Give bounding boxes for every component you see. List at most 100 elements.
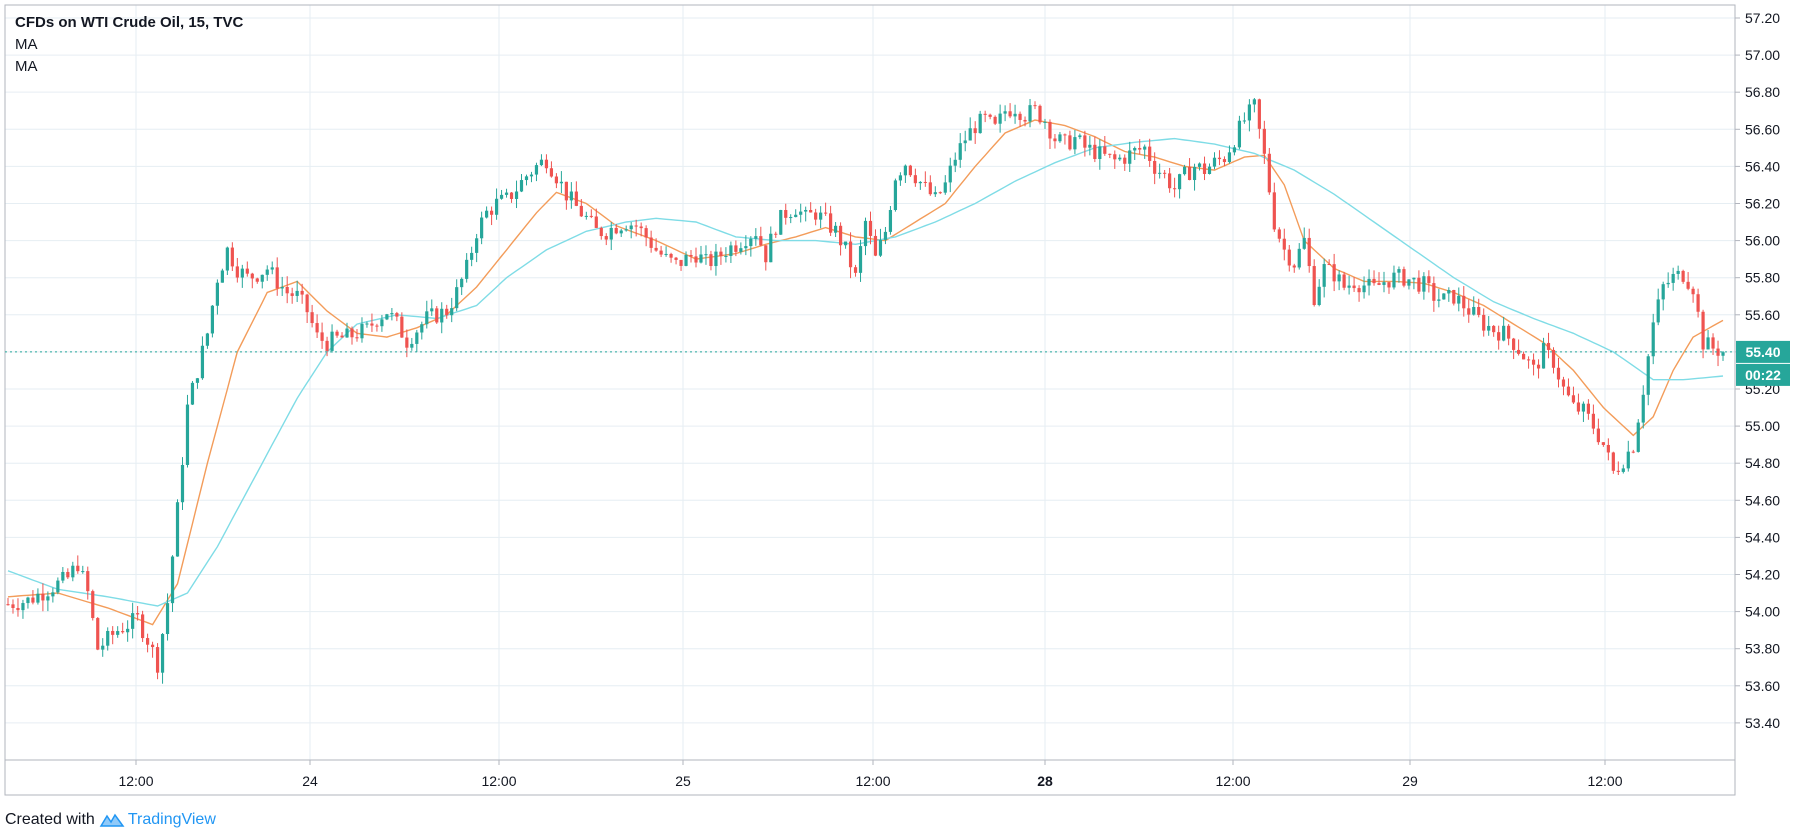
x-tick-label: 29 bbox=[1402, 773, 1418, 789]
candle-body bbox=[1187, 166, 1192, 181]
candle-body bbox=[1432, 283, 1436, 301]
candle-body bbox=[1347, 285, 1351, 288]
candle-body bbox=[1272, 192, 1276, 230]
candle-body bbox=[829, 213, 833, 233]
candle-body bbox=[1003, 111, 1007, 114]
candle-body bbox=[1287, 249, 1291, 266]
indicator-ma-slow-label[interactable]: MA bbox=[15, 58, 38, 75]
candle-body bbox=[1502, 325, 1506, 341]
created-with-label: Created with bbox=[5, 811, 95, 828]
x-tick-label: 28 bbox=[1037, 773, 1053, 789]
candle-body bbox=[255, 278, 259, 282]
candle-body bbox=[1691, 288, 1695, 295]
candle-body bbox=[554, 176, 559, 184]
candle-body bbox=[1362, 285, 1366, 293]
candle-body bbox=[1342, 274, 1346, 288]
candle-body bbox=[789, 217, 793, 219]
price-badges: 55.40 00:22 bbox=[5, 340, 1790, 386]
candle-body bbox=[599, 227, 603, 237]
indicator-ma-fast-label[interactable]: MA bbox=[15, 36, 38, 53]
candle-body bbox=[624, 229, 628, 231]
candle-body bbox=[893, 180, 898, 211]
candle-body bbox=[858, 246, 863, 273]
x-axis[interactable]: 12:00 24 12:00 25 12:00 28 12:00 29 12:00 bbox=[118, 760, 1623, 789]
candle-body bbox=[729, 245, 733, 256]
candle-body bbox=[320, 332, 324, 341]
candle-body bbox=[1103, 146, 1107, 154]
candle-body bbox=[784, 210, 788, 218]
candle-body bbox=[1237, 120, 1242, 148]
candle-body bbox=[1053, 138, 1057, 142]
candle-body bbox=[325, 340, 329, 351]
candle-body bbox=[410, 343, 414, 348]
candle-body bbox=[26, 597, 30, 604]
candle-body bbox=[709, 254, 713, 267]
candle-body bbox=[853, 267, 858, 273]
candle-body bbox=[21, 603, 25, 611]
candle-body bbox=[1711, 337, 1715, 349]
candle-body bbox=[86, 571, 90, 592]
candle-body bbox=[1616, 470, 1620, 472]
candle-body bbox=[1337, 274, 1341, 282]
y-tick-label: 55.80 bbox=[1745, 270, 1780, 286]
candle-body bbox=[1063, 134, 1067, 136]
candle-body bbox=[1023, 119, 1027, 122]
candle-body bbox=[360, 323, 364, 339]
y-tick-label: 56.80 bbox=[1745, 84, 1780, 100]
candle-body bbox=[489, 210, 494, 215]
footer-credit: Created with TradingView bbox=[5, 811, 216, 829]
candle-body bbox=[1008, 111, 1012, 117]
y-tick-label: 53.40 bbox=[1745, 715, 1780, 731]
candle-body bbox=[280, 286, 284, 289]
candle-body bbox=[185, 404, 190, 465]
candle-body bbox=[744, 246, 748, 249]
candle-body bbox=[1546, 342, 1551, 350]
candle-body bbox=[11, 604, 15, 608]
candle-body bbox=[440, 308, 444, 323]
tradingview-link[interactable]: TradingView bbox=[99, 811, 216, 829]
candle-body bbox=[1088, 144, 1092, 148]
candle-body bbox=[1492, 325, 1496, 333]
candle-body bbox=[1566, 386, 1571, 396]
candle-body bbox=[1058, 134, 1062, 142]
candle-body bbox=[1512, 338, 1516, 350]
candle-body bbox=[1352, 285, 1356, 289]
countdown-badge bbox=[1736, 363, 1790, 386]
candle-body bbox=[1038, 105, 1042, 123]
candle-body bbox=[1302, 237, 1306, 249]
candle-body bbox=[933, 192, 937, 195]
candle-body bbox=[141, 614, 145, 639]
candle-body bbox=[794, 214, 798, 218]
candle-body bbox=[1676, 270, 1680, 274]
countdown-text: 00:22 bbox=[1745, 367, 1781, 383]
candle-body bbox=[549, 168, 554, 177]
candle-body bbox=[674, 257, 678, 260]
candle-body bbox=[111, 630, 115, 635]
candle-body bbox=[848, 241, 853, 268]
candle-body bbox=[66, 571, 70, 578]
candle-body bbox=[1507, 325, 1511, 339]
x-tick-label: 12:00 bbox=[118, 773, 153, 789]
candle-body bbox=[809, 209, 813, 213]
candle-body bbox=[1177, 174, 1182, 190]
candle-body bbox=[948, 165, 952, 183]
candle-body bbox=[1671, 273, 1675, 283]
y-tick-label: 56.40 bbox=[1745, 158, 1780, 174]
candle-body bbox=[1467, 308, 1471, 315]
candle-body bbox=[395, 313, 399, 317]
candle-body bbox=[295, 290, 299, 296]
x-tick-label: 12:00 bbox=[481, 773, 516, 789]
candle-body bbox=[1666, 282, 1670, 285]
candle-body bbox=[1083, 135, 1087, 148]
candle-body bbox=[833, 225, 838, 233]
candle-body bbox=[1462, 295, 1466, 309]
candle-body bbox=[1227, 152, 1232, 163]
candle-body bbox=[76, 565, 80, 572]
candle-body bbox=[370, 323, 374, 326]
x-tick-label: 12:00 bbox=[855, 773, 890, 789]
candle-body bbox=[1541, 342, 1546, 369]
candle-body bbox=[305, 294, 309, 313]
candle-body bbox=[1606, 444, 1610, 453]
candle-body bbox=[1706, 337, 1710, 350]
